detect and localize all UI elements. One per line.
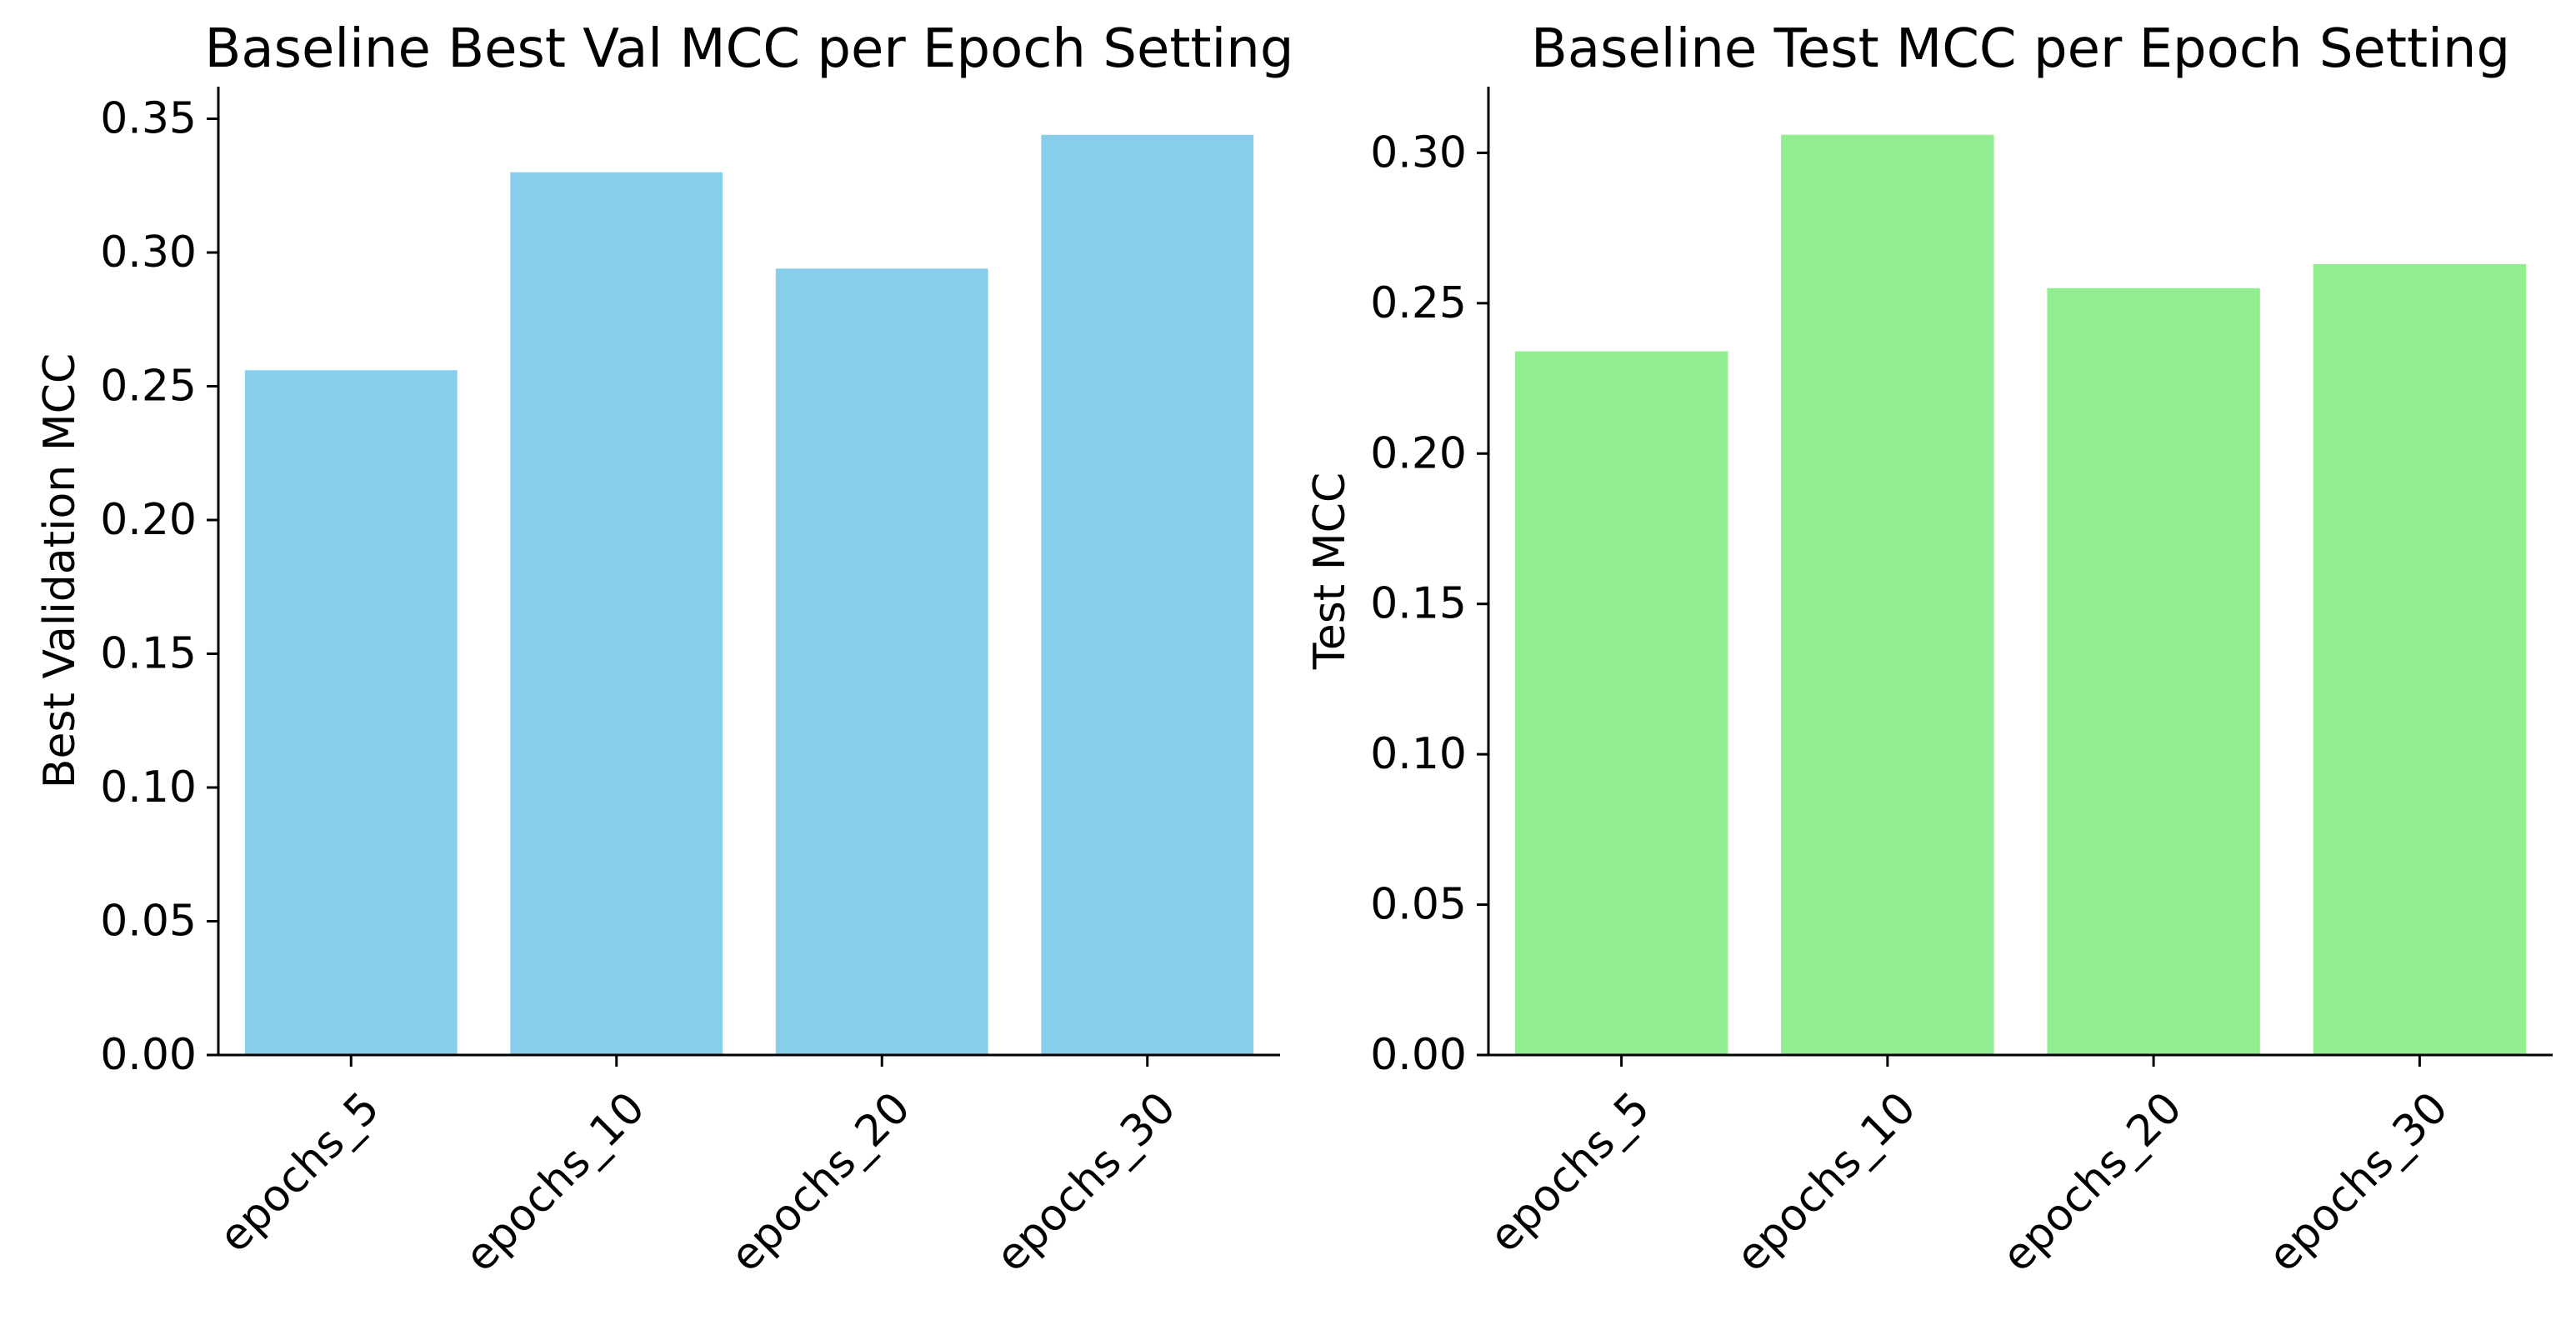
y-tick-label: 0.05: [1370, 880, 1467, 930]
y-tick-label: 0.10: [100, 762, 197, 812]
x-tick-label: epochs_5: [1480, 1082, 1659, 1262]
x-tick-label: epochs_20: [721, 1082, 920, 1282]
y-tick-label: 0.30: [1370, 128, 1467, 178]
y-tick-label: 0.20: [1370, 428, 1467, 478]
x-ticks: epochs_5 epochs_10 epochs_20 epochs_30: [1480, 1055, 2458, 1282]
chart-panel-validation: Baseline Best Val MCC per Epoch Setting …: [35, 18, 1293, 1282]
x-tick-label: epochs_20: [1993, 1082, 2192, 1282]
bar-group: [244, 134, 1254, 1055]
x-tick-label: epochs_30: [987, 1082, 1186, 1282]
y-axis-label: Test MCC: [1305, 472, 1355, 670]
y-tick-label: 0.00: [100, 1030, 197, 1080]
y-tick-label: 0.25: [100, 362, 197, 412]
chart-panel-test: Baseline Test MCC per Epoch Setting Test…: [1305, 18, 2553, 1282]
y-tick-label: 0.30: [100, 228, 197, 278]
y-tick-label: 0.20: [100, 495, 197, 545]
bar-epochs_10: [510, 172, 723, 1055]
x-tick-label: epochs_10: [1727, 1082, 1926, 1282]
y-tick-label: 0.15: [100, 629, 197, 679]
bar-epochs_30: [1041, 134, 1254, 1055]
y-ticks: 0.00 0.05 0.10 0.15 0.20 0.25 0.30: [1370, 128, 1488, 1080]
bar-epochs_5: [1514, 351, 1728, 1056]
bar-epochs_30: [2313, 263, 2527, 1055]
x-tick-label: epochs_10: [456, 1082, 655, 1282]
bar-epochs_10: [1781, 134, 1994, 1055]
x-ticks: epochs_5 epochs_10 epochs_20 epochs_30: [210, 1055, 1186, 1282]
y-tick-label: 0.10: [1370, 729, 1467, 779]
x-tick-label: epochs_5: [210, 1082, 389, 1262]
y-axis-label: Best Validation MCC: [35, 353, 85, 788]
y-tick-label: 0.05: [100, 897, 197, 947]
bar-epochs_20: [775, 268, 988, 1055]
chart-title: Baseline Test MCC per Epoch Setting: [1531, 18, 2510, 80]
bar-epochs_5: [244, 370, 458, 1055]
y-tick-label: 0.35: [100, 94, 197, 144]
y-tick-label: 0.25: [1370, 278, 1467, 328]
chart-title: Baseline Best Val MCC per Epoch Setting: [205, 18, 1294, 80]
y-tick-label: 0.00: [1370, 1030, 1467, 1080]
y-tick-label: 0.15: [1370, 579, 1467, 629]
bar-epochs_20: [2047, 288, 2260, 1056]
x-tick-label: epochs_30: [2258, 1082, 2458, 1282]
bar-group: [1514, 134, 2527, 1056]
y-ticks: 0.00 0.05 0.10 0.15 0.20 0.25 0.30 0.35: [100, 94, 218, 1080]
